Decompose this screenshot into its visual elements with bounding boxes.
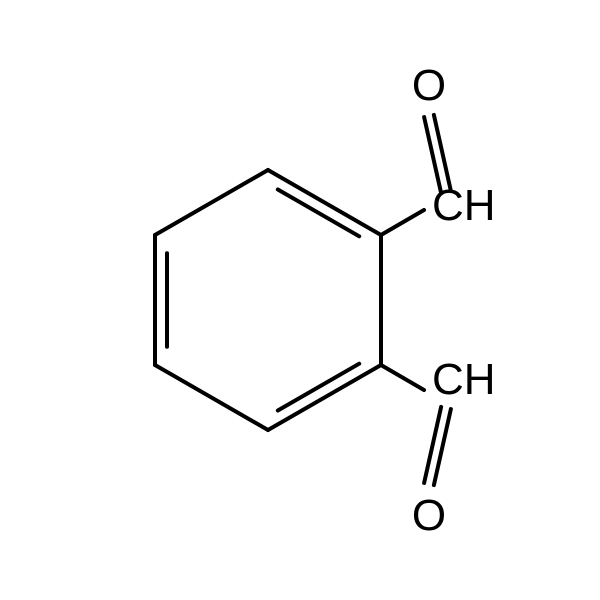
- ring-double-bond: [278, 364, 359, 411]
- ring-bond: [155, 365, 268, 430]
- atom-label-o_bot: O: [412, 491, 446, 540]
- ring-double-bond: [278, 190, 359, 237]
- ring-bond: [268, 365, 381, 430]
- substituent-bond: [381, 365, 424, 390]
- atom-label-ch_top: CH: [432, 181, 496, 230]
- substituent-bond: [381, 210, 424, 235]
- atom-label-ch_bot: CH: [432, 355, 496, 404]
- ring-bond: [155, 170, 268, 235]
- ring-bond: [268, 170, 381, 235]
- atom-label-o_top: O: [412, 61, 446, 110]
